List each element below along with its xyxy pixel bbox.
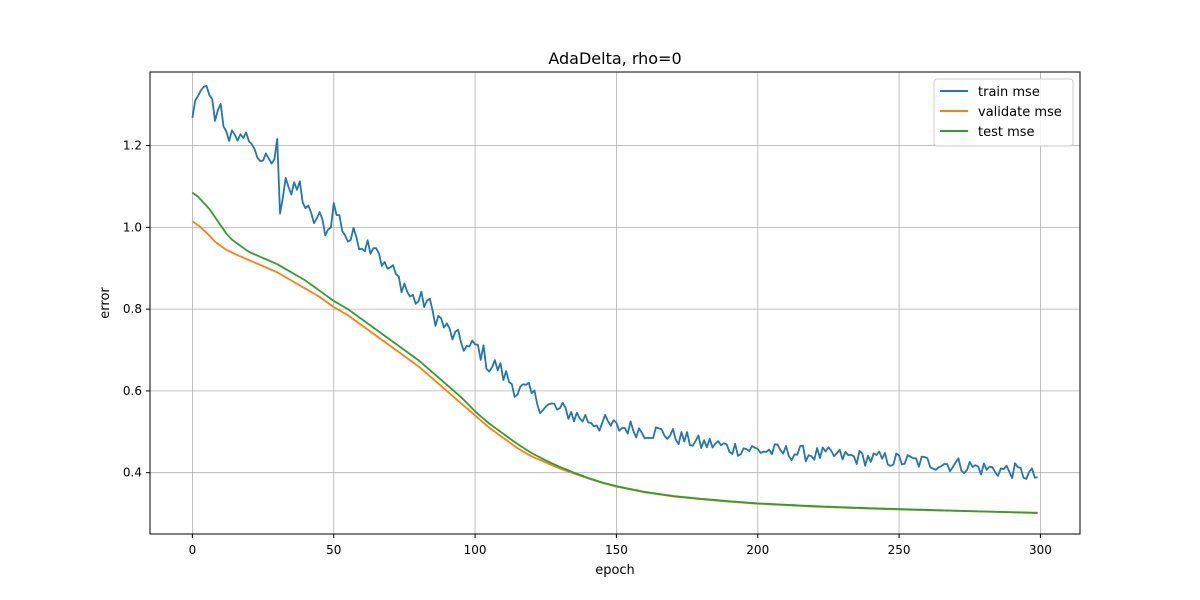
plot-frame xyxy=(149,71,1081,535)
legend-label-validate: validate mse xyxy=(978,105,1062,120)
y-tick-label: 0.4 xyxy=(123,466,142,480)
x-axis-label: epoch xyxy=(595,563,635,578)
x-tick-label: 100 xyxy=(464,543,487,557)
x-tick-label: 50 xyxy=(326,543,341,557)
y-tick-label: 0.6 xyxy=(123,384,142,398)
chart-title: AdaDelta, rho=0 xyxy=(548,49,681,68)
series-layer xyxy=(191,84,1038,515)
legend-label-test: test mse xyxy=(978,125,1035,140)
x-tick-label: 150 xyxy=(605,543,628,557)
y-axis-label: error xyxy=(98,287,113,319)
x-tick-label: 250 xyxy=(888,543,911,557)
series-train-line xyxy=(191,84,1038,480)
x-tick-label: 200 xyxy=(746,543,769,557)
y-tick-label: 1.2 xyxy=(123,139,142,153)
grid xyxy=(150,72,1080,534)
legend-box xyxy=(933,78,1074,147)
series-test-line xyxy=(191,191,1038,514)
y-axis-ticks: 0.4 0.6 0.8 1.0 1.2 xyxy=(123,139,150,480)
legend-label-train: train mse xyxy=(978,85,1040,100)
y-tick-label: 0.8 xyxy=(123,302,142,316)
x-tick-label: 300 xyxy=(1029,543,1052,557)
x-axis-ticks: 0 50 100 150 200 250 300 xyxy=(189,534,1052,557)
y-tick-label: 1.0 xyxy=(123,220,142,234)
x-tick-label: 0 xyxy=(189,543,197,557)
legend: train mse validate mse test mse xyxy=(933,78,1074,147)
